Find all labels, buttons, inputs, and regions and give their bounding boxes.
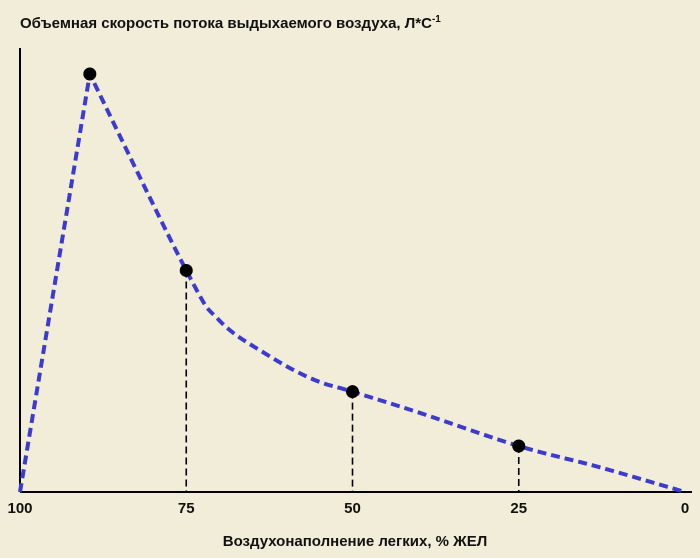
x-tick-label: 75 [178,500,195,517]
x-tick-labels: 100 75 50 25 0 [7,500,689,517]
x-tick-label: 25 [510,500,527,517]
chart-title: Объемная скорость потока выдыхаемого воз… [20,14,441,32]
x-tick-label: 50 [344,500,361,517]
x-axis-title: Воздухонаполнение легких, % ЖЕЛ [223,533,488,550]
data-point [83,67,97,81]
chart-title-superscript: -1 [432,14,441,25]
x-tick-label: 100 [7,500,32,517]
series-line [18,67,686,494]
data-point [512,439,526,453]
plot-area [18,48,692,494]
x-tick-label: 0 [681,500,689,517]
data-point [179,263,193,277]
data-point [346,385,359,399]
chart-title-main: Объемная скорость потока выдыхаемого воз… [20,15,432,32]
